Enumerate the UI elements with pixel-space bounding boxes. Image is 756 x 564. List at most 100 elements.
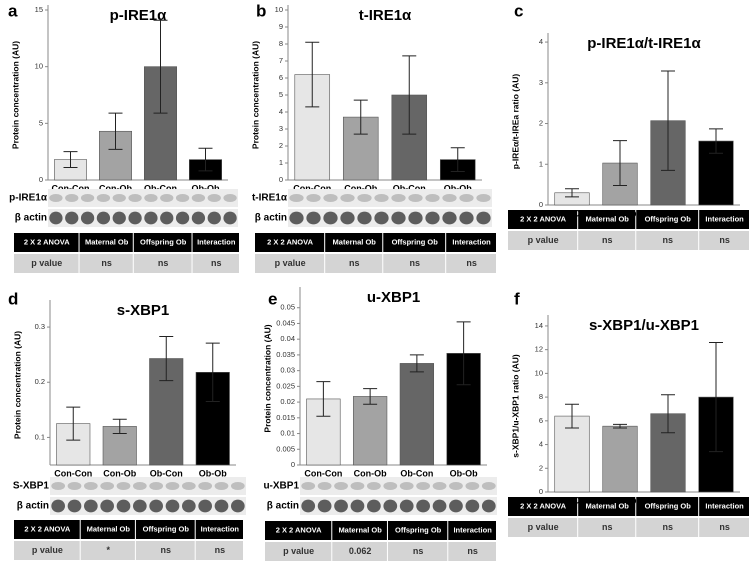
y-tick-label: 8 bbox=[539, 392, 543, 401]
blot-band bbox=[230, 499, 245, 513]
error-bar bbox=[709, 342, 723, 453]
error-bar bbox=[112, 418, 127, 435]
table-cell-text: ns bbox=[409, 258, 420, 268]
y-tick-label: 0.03 bbox=[280, 366, 295, 375]
blot-band bbox=[383, 482, 398, 490]
blot-band bbox=[144, 211, 158, 225]
blot-band bbox=[317, 499, 332, 513]
blot-band bbox=[357, 194, 372, 202]
blot-band bbox=[425, 211, 440, 225]
blot-band bbox=[289, 194, 304, 202]
table-header-text: 2 X 2 ANOVA bbox=[24, 237, 70, 246]
error-bar bbox=[353, 99, 368, 135]
table-cell-text: ns bbox=[662, 235, 673, 245]
blot-band bbox=[476, 211, 491, 225]
table-header-cell bbox=[578, 210, 636, 229]
y-axis-label: Protein concentration (AU) bbox=[262, 324, 272, 432]
table-header-cell bbox=[636, 210, 699, 229]
blot-label: β actin bbox=[17, 501, 49, 512]
blot-band bbox=[100, 499, 115, 513]
x-tick-label: Con-Con bbox=[304, 468, 342, 478]
error-bar bbox=[565, 188, 579, 198]
y-tick-label: 2 bbox=[279, 141, 283, 150]
blot-band bbox=[116, 482, 131, 490]
error-bar bbox=[63, 151, 78, 169]
error-bar bbox=[205, 342, 220, 403]
y-tick-label: 0 bbox=[539, 487, 543, 496]
error-bar bbox=[661, 70, 675, 171]
table-cell bbox=[508, 518, 578, 537]
error-bar bbox=[363, 388, 378, 405]
y-axis-label: s-XBP1/u-XBP1 ratio (AU) bbox=[510, 354, 520, 458]
y-tick-label: 2 bbox=[539, 463, 543, 472]
blot-label: p-IRE1α bbox=[9, 193, 48, 204]
table-header-cell bbox=[446, 233, 496, 252]
table-header-cell bbox=[192, 233, 239, 252]
bar bbox=[352, 396, 388, 466]
y-tick-label: 5 bbox=[279, 90, 283, 99]
x-tick-label: Con-Con bbox=[293, 183, 331, 193]
table-cell bbox=[578, 231, 636, 250]
table-cell bbox=[135, 541, 195, 560]
blot-band bbox=[207, 194, 221, 202]
blot-band bbox=[112, 211, 126, 225]
table-header-text: 2 X 2 ANOVA bbox=[276, 525, 322, 534]
blot-strip bbox=[48, 209, 238, 227]
x-tick-label: Con-Ob bbox=[99, 183, 132, 193]
blot-band bbox=[442, 211, 457, 225]
x-tick-label: Con-Ob bbox=[354, 468, 387, 478]
y-tick-label: 6 bbox=[539, 416, 543, 425]
y-tick-label: 10 bbox=[275, 5, 283, 14]
panel-letter: e bbox=[268, 289, 277, 308]
blot-band bbox=[366, 482, 381, 490]
y-tick-label: 0 bbox=[279, 175, 283, 184]
error-bar bbox=[66, 406, 81, 441]
blot-band bbox=[366, 499, 381, 513]
table-header-cell bbox=[14, 520, 80, 539]
blot-band bbox=[306, 194, 321, 202]
table-header-text: Interaction bbox=[452, 237, 491, 246]
blot-label: β actin bbox=[255, 213, 287, 224]
blot-band bbox=[465, 482, 480, 490]
blot-band bbox=[100, 482, 115, 490]
table-header-cell bbox=[508, 210, 578, 229]
blot-band bbox=[51, 482, 66, 490]
blot-band bbox=[175, 194, 190, 202]
y-tick-label: 0 bbox=[39, 175, 43, 184]
table-cell bbox=[14, 541, 80, 560]
blot-band bbox=[306, 211, 321, 225]
blot-band bbox=[83, 482, 98, 490]
blot-band bbox=[191, 211, 206, 225]
table-header-text: Maternal Ob bbox=[586, 501, 630, 510]
error-bar bbox=[159, 335, 174, 382]
table-header-text: Maternal Ob bbox=[87, 524, 131, 533]
blot-band bbox=[374, 211, 389, 225]
blot-band bbox=[317, 482, 332, 490]
x-tick-label: Ob-Con bbox=[393, 183, 426, 193]
table-header-text: 2 X 2 ANOVA bbox=[267, 237, 313, 246]
error-bar bbox=[709, 128, 723, 154]
table-header-cell bbox=[699, 497, 749, 516]
table-cell bbox=[14, 254, 79, 273]
blot-band bbox=[49, 211, 63, 225]
blot-label: u-XBP1 bbox=[263, 481, 299, 492]
y-tick-label: 6 bbox=[279, 73, 283, 82]
table-cell-text: p value bbox=[528, 235, 559, 245]
blot-band bbox=[416, 499, 431, 513]
table-cell-text: ns bbox=[467, 546, 478, 556]
blot-band bbox=[181, 499, 196, 513]
table-cell-text: ns bbox=[719, 522, 730, 532]
blot-band bbox=[481, 482, 496, 490]
error-bar bbox=[402, 55, 417, 135]
blot-band bbox=[67, 499, 82, 513]
table-cell bbox=[699, 231, 749, 250]
table-header-cell bbox=[448, 521, 496, 540]
table-header-cell bbox=[135, 520, 195, 539]
table-cell bbox=[79, 254, 133, 273]
table-cell-text: ns bbox=[211, 258, 222, 268]
blot-band bbox=[80, 211, 95, 225]
y-tick-label: 0.04 bbox=[280, 334, 295, 343]
blot-band bbox=[116, 499, 131, 513]
blot-band bbox=[323, 211, 338, 225]
table-header-text: Interaction bbox=[201, 524, 240, 533]
